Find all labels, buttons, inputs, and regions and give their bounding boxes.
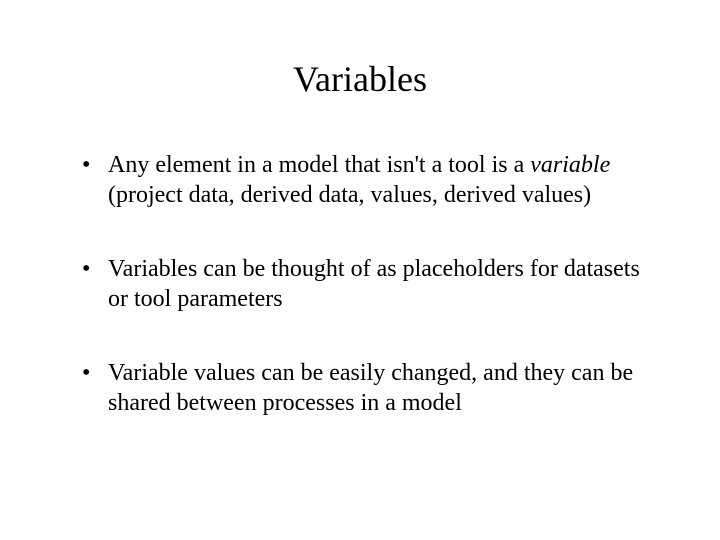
bullet-list: Any element in a model that isn't a tool… [60, 150, 660, 418]
slide: Variables Any element in a model that is… [0, 0, 720, 540]
bullet-item: Variables can be thought of as placehold… [88, 254, 660, 314]
bullet-text: Variable values can be easily changed, a… [108, 360, 633, 416]
bullet-text-pre: Any element in a model that isn't a tool… [108, 152, 530, 178]
bullet-item: Variable values can be easily changed, a… [88, 358, 660, 418]
bullet-text-post: (project data, derived data, values, der… [108, 182, 591, 208]
slide-title: Variables [60, 58, 660, 100]
bullet-text: Variables can be thought of as placehold… [108, 256, 640, 312]
bullet-item: Any element in a model that isn't a tool… [88, 150, 660, 210]
bullet-text-italic: variable [530, 152, 610, 178]
